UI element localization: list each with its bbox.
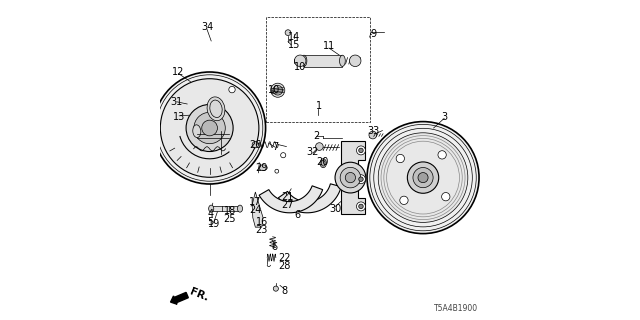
Circle shape <box>160 79 259 177</box>
Text: 21: 21 <box>281 192 294 202</box>
Text: T5A4B1900: T5A4B1900 <box>435 304 479 313</box>
Text: 31: 31 <box>170 97 183 108</box>
Circle shape <box>316 143 323 150</box>
Circle shape <box>356 202 365 211</box>
Polygon shape <box>340 141 365 214</box>
Text: 4: 4 <box>207 209 214 220</box>
Ellipse shape <box>259 165 268 171</box>
Circle shape <box>400 196 408 204</box>
Text: 12: 12 <box>172 67 185 77</box>
Text: 25: 25 <box>223 214 236 224</box>
Circle shape <box>359 204 364 209</box>
Polygon shape <box>278 184 341 213</box>
Circle shape <box>442 193 450 201</box>
Text: 9: 9 <box>371 28 377 39</box>
Circle shape <box>356 146 365 155</box>
Text: 6: 6 <box>271 242 278 252</box>
Circle shape <box>369 131 376 139</box>
FancyArrow shape <box>170 292 188 304</box>
Circle shape <box>186 104 233 152</box>
Text: 32: 32 <box>307 147 319 157</box>
Ellipse shape <box>237 205 243 212</box>
Polygon shape <box>252 192 263 227</box>
Text: 34: 34 <box>201 22 213 32</box>
Text: 11: 11 <box>323 41 335 52</box>
Text: 30: 30 <box>329 204 342 214</box>
Text: FR.: FR. <box>188 287 210 303</box>
Circle shape <box>275 169 279 173</box>
Ellipse shape <box>209 205 214 212</box>
Circle shape <box>396 154 404 163</box>
Text: 22: 22 <box>278 252 291 263</box>
Circle shape <box>294 55 306 67</box>
Text: 10: 10 <box>268 85 281 95</box>
Circle shape <box>407 162 439 193</box>
Circle shape <box>280 153 285 158</box>
Text: 6: 6 <box>294 210 300 220</box>
Text: 28: 28 <box>278 260 291 271</box>
Circle shape <box>252 141 259 148</box>
Text: 17: 17 <box>249 197 262 207</box>
Circle shape <box>438 151 446 159</box>
Text: 5: 5 <box>207 217 214 228</box>
Text: 24: 24 <box>249 204 262 215</box>
Text: 2: 2 <box>313 131 319 141</box>
Text: 29: 29 <box>255 163 268 173</box>
Circle shape <box>273 85 283 95</box>
Text: 14: 14 <box>287 32 300 42</box>
Circle shape <box>271 83 285 97</box>
Circle shape <box>335 162 366 193</box>
Text: 33: 33 <box>367 126 380 136</box>
Circle shape <box>273 286 278 291</box>
Bar <box>266 17 370 122</box>
Circle shape <box>346 172 356 183</box>
Text: 23: 23 <box>255 225 268 236</box>
Text: 13: 13 <box>173 112 186 122</box>
Text: 3: 3 <box>441 112 447 122</box>
Ellipse shape <box>207 97 225 121</box>
Circle shape <box>359 177 364 181</box>
Circle shape <box>340 167 361 188</box>
Text: 8: 8 <box>281 286 287 296</box>
Polygon shape <box>259 186 323 213</box>
Text: 1: 1 <box>316 101 323 111</box>
Circle shape <box>229 86 236 93</box>
Circle shape <box>194 112 225 144</box>
Circle shape <box>356 175 365 184</box>
Bar <box>211 206 240 211</box>
Circle shape <box>154 72 266 184</box>
Bar <box>304 55 342 67</box>
Text: 7: 7 <box>272 142 278 152</box>
Circle shape <box>418 172 428 183</box>
Text: 27: 27 <box>281 200 294 210</box>
Circle shape <box>378 133 468 222</box>
Circle shape <box>367 122 479 234</box>
Text: 19: 19 <box>207 219 220 229</box>
Text: 20: 20 <box>316 156 329 167</box>
Circle shape <box>202 120 218 136</box>
Circle shape <box>285 30 291 36</box>
Ellipse shape <box>320 159 326 168</box>
Text: 10: 10 <box>294 62 307 72</box>
Circle shape <box>359 148 364 153</box>
Ellipse shape <box>301 55 307 66</box>
Circle shape <box>349 55 361 67</box>
Circle shape <box>413 167 433 188</box>
Text: 18: 18 <box>223 206 236 216</box>
Text: 15: 15 <box>287 40 300 51</box>
Text: 16: 16 <box>255 217 268 228</box>
Ellipse shape <box>193 125 201 138</box>
Ellipse shape <box>339 55 346 66</box>
Ellipse shape <box>321 160 325 166</box>
Text: 26: 26 <box>249 140 262 150</box>
